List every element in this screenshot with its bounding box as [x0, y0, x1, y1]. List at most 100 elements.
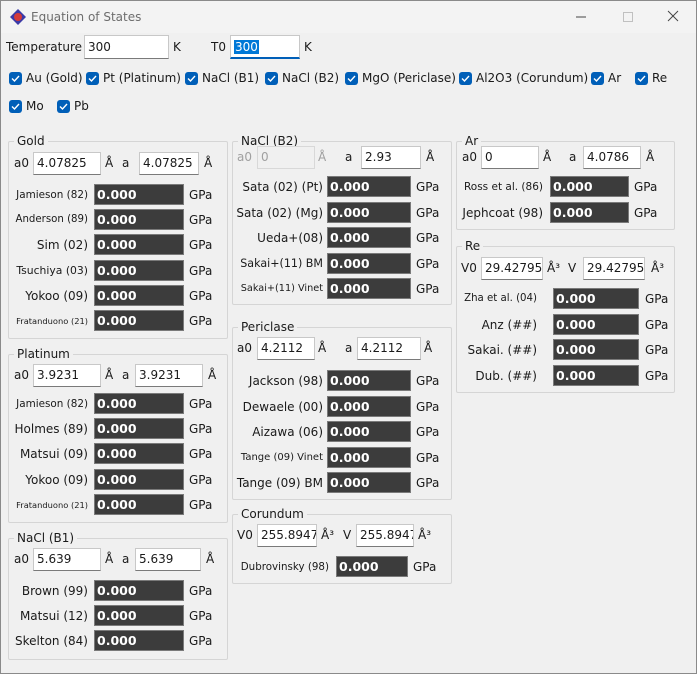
row-label: Matsui (09)	[19, 447, 88, 462]
row-unit: GPa	[634, 180, 658, 194]
param-input[interactable]: 4.2112	[357, 337, 421, 360]
pressure-readout: 0.000	[327, 252, 411, 274]
param-label: a	[122, 552, 130, 566]
pressure-readout: 0.000	[94, 234, 184, 256]
checkbox-label[interactable]: Pb	[74, 99, 89, 113]
row-unit: GPa	[189, 314, 213, 328]
row-label: Ueda+(08)	[257, 231, 323, 246]
row-unit: GPa	[634, 206, 658, 220]
pressure-readout: 0.000	[553, 313, 639, 335]
row-unit: GPa	[416, 256, 440, 271]
param-input[interactable]: 4.0786	[583, 146, 641, 169]
checkbox-label[interactable]: NaCl (B2)	[282, 71, 340, 85]
checkbox[interactable]	[591, 72, 604, 85]
checkbox-label[interactable]: Al2O3 (Corundum)	[476, 71, 589, 85]
param-input[interactable]: 29.42795	[481, 257, 543, 280]
row-label: Dubrovinsky (98)	[240, 561, 329, 573]
pressure-readout: 0.000	[327, 421, 411, 443]
pressure-readout: 0.000	[94, 605, 184, 626]
param-unit: Å	[206, 552, 215, 566]
param-input[interactable]: 3.9231	[135, 364, 203, 387]
row-unit: GPa	[416, 205, 440, 220]
param-input[interactable]: 255.89473	[257, 524, 317, 547]
row-unit: GPa	[416, 231, 440, 246]
checkbox[interactable]	[345, 72, 358, 85]
checkbox-label[interactable]: Ar	[608, 71, 622, 85]
row-label: Sata (02) (Pt)	[242, 180, 323, 194]
row-label: Sim (02)	[36, 238, 88, 253]
row-label: Yokoo (09)	[25, 288, 88, 303]
param-input[interactable]: 3.9231	[33, 364, 101, 387]
pressure-readout: 0.000	[94, 184, 184, 205]
param-unit: Å	[204, 156, 213, 170]
checkbox[interactable]	[86, 72, 99, 85]
row-label: Anderson (89)	[15, 214, 89, 226]
pressure-readout: 0.000	[553, 339, 639, 360]
param-label: a	[345, 150, 353, 164]
checkbox-label[interactable]: Pt (Platinum)	[103, 71, 181, 85]
row-unit: GPa	[416, 476, 440, 491]
row-label: Dewaele (00)	[242, 399, 323, 414]
param-input[interactable]: 5.639	[33, 548, 101, 571]
param-label: V	[568, 261, 577, 275]
group-box	[8, 538, 228, 660]
param-input[interactable]: 29.42795	[583, 257, 645, 280]
row-label: Jamieson (82)	[16, 189, 88, 201]
group-box	[8, 141, 228, 339]
group-title: Corundum	[238, 507, 307, 521]
checkbox[interactable]	[9, 100, 22, 113]
row-label: Fratanduono (21)	[16, 499, 88, 510]
checkbox[interactable]	[9, 72, 22, 85]
pressure-readout: 0.000	[327, 370, 411, 391]
row-unit: GPa	[189, 238, 213, 253]
group-title: Gold	[14, 134, 48, 148]
group-box	[456, 246, 675, 393]
checkbox-label[interactable]: Au (Gold)	[26, 71, 83, 85]
param-unit: Å	[105, 552, 114, 566]
param-label: a0	[237, 341, 252, 355]
param-input[interactable]: 4.07825	[139, 152, 199, 175]
param-label: V0	[461, 261, 477, 275]
row-unit: GPa	[189, 263, 213, 278]
param-input[interactable]: 5.639	[135, 548, 201, 571]
checkbox-label[interactable]: Re	[652, 71, 668, 85]
temperature-input[interactable]: 300	[84, 35, 169, 59]
row-unit: GPa	[645, 343, 669, 357]
param-unit: Å	[105, 156, 114, 170]
row-label: Tsuchiya (03)	[16, 263, 88, 277]
param-input[interactable]: 2.93	[361, 146, 421, 169]
pressure-readout: 0.000	[94, 259, 184, 281]
window-controls[interactable]	[571, 9, 691, 25]
checkbox-label[interactable]: NaCl (B1)	[202, 71, 260, 85]
checkbox-label[interactable]: Mo	[26, 99, 44, 113]
checkbox[interactable]	[459, 72, 472, 85]
checkbox-label[interactable]: MgO (Periclase)	[362, 71, 456, 85]
row-unit: GPa	[189, 422, 213, 437]
row-label: Sata (02) (Mg)	[236, 205, 323, 220]
pressure-readout: 0.000	[327, 446, 411, 468]
pressure-readout: 0.000	[94, 393, 184, 414]
param-input[interactable]: 4.07825	[33, 152, 101, 175]
pressure-readout: 0.000	[94, 468, 184, 490]
pressure-readout: 0.000	[553, 364, 639, 386]
group-title: Re	[462, 239, 484, 253]
checkbox[interactable]	[635, 72, 648, 85]
param-label: a	[122, 368, 130, 382]
row-unit: GPa	[189, 447, 213, 462]
param-unit: Å³	[321, 528, 335, 542]
group-box	[8, 354, 228, 523]
row-unit: GPa	[413, 560, 437, 574]
param-unit: Å	[105, 368, 114, 382]
param-input[interactable]: 0	[481, 146, 539, 169]
row-unit: GPa	[189, 288, 213, 303]
t0-input[interactable]: 300	[230, 35, 300, 59]
pressure-readout: 0.000	[553, 288, 639, 309]
checkbox[interactable]	[265, 72, 278, 85]
param-label: a0	[14, 156, 29, 170]
title-bar: Equation of States	[1, 1, 696, 33]
param-input[interactable]: 4.2112	[257, 337, 315, 360]
param-label: a0	[14, 552, 29, 566]
param-input[interactable]: 255.8947	[356, 524, 414, 547]
checkbox[interactable]	[57, 100, 70, 113]
checkbox[interactable]	[185, 72, 198, 85]
